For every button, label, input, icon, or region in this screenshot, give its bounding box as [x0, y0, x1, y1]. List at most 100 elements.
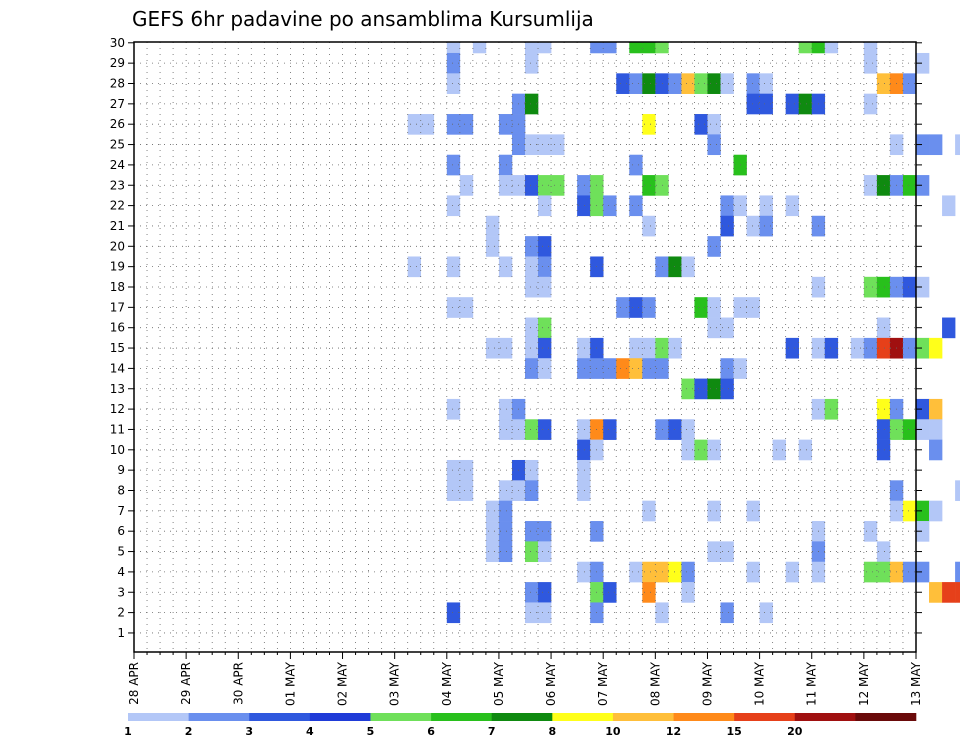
precip-cell [707, 236, 721, 257]
precip-cell [525, 93, 539, 115]
precip-cell [538, 602, 552, 624]
precip-cell [642, 358, 656, 379]
precip-cell [525, 602, 539, 624]
precip-cell [759, 602, 773, 624]
precip-cell [629, 358, 643, 379]
x-tick-label: 05 MAY [492, 661, 506, 706]
precip-cell [446, 297, 461, 318]
precip-cell [668, 419, 682, 440]
precip-cell [538, 521, 552, 542]
colorbar-swatch [734, 713, 796, 721]
precip-cell [798, 93, 813, 115]
y-tick-label: 18 [110, 280, 125, 294]
colorbar-label: 1 [124, 725, 132, 738]
colorbar-label: 20 [787, 725, 803, 738]
precip-cell [498, 480, 513, 501]
precip-cell [707, 317, 721, 339]
precip-cell [707, 297, 721, 318]
precip-cell [642, 561, 656, 583]
precip-cell [446, 256, 461, 278]
precip-cell [525, 521, 539, 542]
precip-cell [498, 541, 513, 563]
y-tick-label: 10 [110, 443, 125, 457]
colorbar-label: 15 [726, 725, 741, 738]
precip-cell [929, 582, 943, 603]
x-tick-label: 28 APR [127, 662, 141, 705]
precip-cell [525, 175, 539, 196]
colorbar-label: 4 [306, 725, 314, 738]
precip-cell [955, 134, 960, 156]
precip-cell [485, 215, 500, 237]
x-tick-label: 13 MAY [909, 661, 923, 706]
precip-cell [902, 561, 917, 583]
precip-cell [811, 42, 826, 54]
precip-cell [681, 73, 695, 94]
chart-title: GEFS 6hr padavine po ansamblima Kursumli… [132, 7, 594, 31]
y-tick-label: 4 [117, 565, 125, 579]
y-tick-label: 24 [110, 158, 125, 172]
precip-cell [863, 52, 878, 74]
precip-cell [916, 419, 930, 440]
precip-cell [876, 317, 891, 339]
precip-cell [629, 561, 643, 583]
colorbar-swatch [794, 713, 856, 721]
precip-cell [720, 195, 734, 217]
y-tick-label: 29 [110, 56, 125, 70]
precip-cell [655, 337, 669, 359]
precip-cell [694, 114, 708, 135]
precip-cell [485, 521, 500, 542]
precip-cell [707, 134, 721, 156]
y-tick-label: 6 [117, 524, 125, 538]
precip-cell [720, 602, 734, 624]
precip-cell [655, 419, 669, 440]
precip-cell [538, 236, 552, 257]
grid-lines [134, 42, 916, 652]
precip-cell [538, 42, 552, 54]
precip-cell [785, 93, 799, 115]
colorbar-label: 5 [367, 725, 375, 738]
precip-cell [603, 195, 617, 217]
precip-cell [707, 439, 721, 461]
precip-cell [916, 276, 930, 298]
precip-cell [538, 582, 552, 603]
precip-cell [629, 42, 643, 54]
precip-cell [785, 195, 799, 217]
precip-cell [746, 500, 760, 522]
precip-cell [485, 337, 500, 359]
precip-cell [694, 297, 708, 318]
precip-cell [459, 175, 474, 196]
precip-cell [498, 500, 513, 522]
precip-cell [459, 459, 474, 481]
y-tick-label: 13 [110, 382, 125, 396]
precip-cell [916, 175, 930, 196]
precip-cell [668, 337, 682, 359]
precip-cell [850, 337, 865, 359]
precip-cell [876, 419, 891, 440]
precip-cell [629, 73, 643, 94]
x-tick-label: 03 MAY [388, 661, 402, 706]
precip-cell [876, 337, 891, 359]
precip-cell [916, 52, 930, 74]
precip-cell [916, 521, 930, 542]
precip-cell [772, 439, 786, 461]
precip-cell [668, 256, 682, 278]
precip-cell [551, 134, 565, 156]
precip-cell [929, 134, 943, 156]
precip-cell [759, 73, 773, 94]
precip-cell [525, 358, 539, 379]
precip-cell [694, 73, 708, 94]
precip-cell [916, 134, 930, 156]
precip-cell [876, 398, 891, 420]
x-tick-label: 29 APR [179, 662, 193, 705]
precip-cell [863, 42, 878, 54]
precip-cell [420, 114, 435, 135]
precip-cell [459, 114, 474, 135]
precip-cell [525, 317, 539, 339]
y-tick-label: 21 [110, 219, 125, 233]
precip-cell [498, 256, 513, 278]
precip-cell [498, 521, 513, 542]
precip-cell [876, 73, 891, 94]
precip-cell [525, 276, 539, 298]
precip-cell [916, 337, 930, 359]
precip-cell [642, 215, 656, 237]
